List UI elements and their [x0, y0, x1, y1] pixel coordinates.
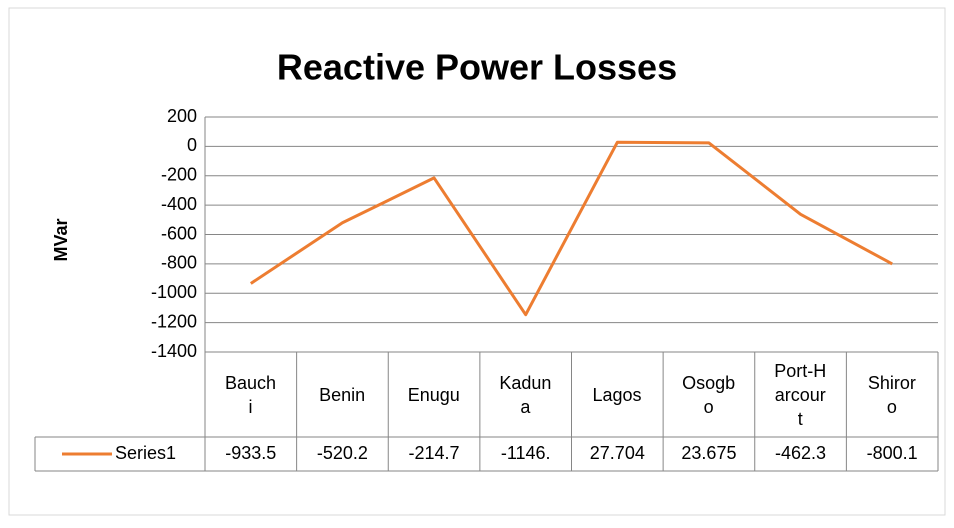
- x-tick-label: Osogbo: [682, 372, 736, 417]
- chart-title: Reactive Power Losses: [277, 47, 677, 88]
- x-tick-label: Bauchi: [224, 372, 277, 417]
- y-tick-label: 200: [167, 106, 197, 126]
- cell: Shiroro: [846, 352, 937, 437]
- cell: Bauchi: [205, 352, 296, 437]
- cell: Osogbo: [663, 352, 754, 437]
- chart-border: [8, 7, 946, 516]
- legend-label: Series1: [115, 443, 176, 463]
- data-label: -800.1: [867, 443, 918, 463]
- cell: Benin: [297, 352, 388, 437]
- x-tick-label: Lagos: [592, 384, 642, 405]
- cell: Enugu: [388, 352, 479, 437]
- data-label: 27.704: [590, 443, 645, 463]
- data-label: -933.5: [225, 443, 276, 463]
- data-label: -520.2: [317, 443, 368, 463]
- x-tick-label: Benin: [319, 384, 366, 405]
- data-label: 23.675: [681, 443, 736, 463]
- y-tick-label: -1200: [151, 311, 197, 331]
- category-cell: Osogbo: [663, 352, 754, 437]
- y-tick-label: 0: [187, 135, 197, 155]
- category-cell: Port-Harcourt: [755, 352, 846, 437]
- data-label: -214.7: [409, 443, 460, 463]
- category-cell: Enugu: [388, 352, 479, 437]
- data-label: -462.3: [775, 443, 826, 463]
- x-tick-label: Port-Harcourt: [774, 360, 827, 429]
- cell: Kaduna: [480, 352, 571, 437]
- category-cell: Lagos: [572, 352, 663, 437]
- series-line: [249, 140, 893, 317]
- cell: Lagos: [572, 352, 663, 437]
- y-tick-label: -1000: [151, 282, 197, 302]
- y-tick-label: -800: [161, 253, 197, 273]
- y-tick-label: -600: [161, 223, 197, 243]
- x-tick-label: Kaduna: [499, 372, 552, 417]
- category-cell: Kaduna: [480, 352, 571, 437]
- y-tick-label: -400: [161, 194, 197, 214]
- x-tick-label: Shiroro: [867, 372, 916, 417]
- category-cell: Bauchi: [205, 352, 296, 437]
- cell: Port-Harcourt: [755, 352, 846, 437]
- category-cell: Shiroro: [846, 352, 937, 437]
- y-axis-label: MVar: [51, 218, 71, 261]
- category-cell: Benin: [297, 352, 388, 437]
- data-label: -1146.: [501, 443, 551, 463]
- y-tick-label: -200: [161, 165, 197, 185]
- x-tick-label: Enugu: [407, 384, 460, 405]
- y-tick-label: -1400: [151, 341, 197, 361]
